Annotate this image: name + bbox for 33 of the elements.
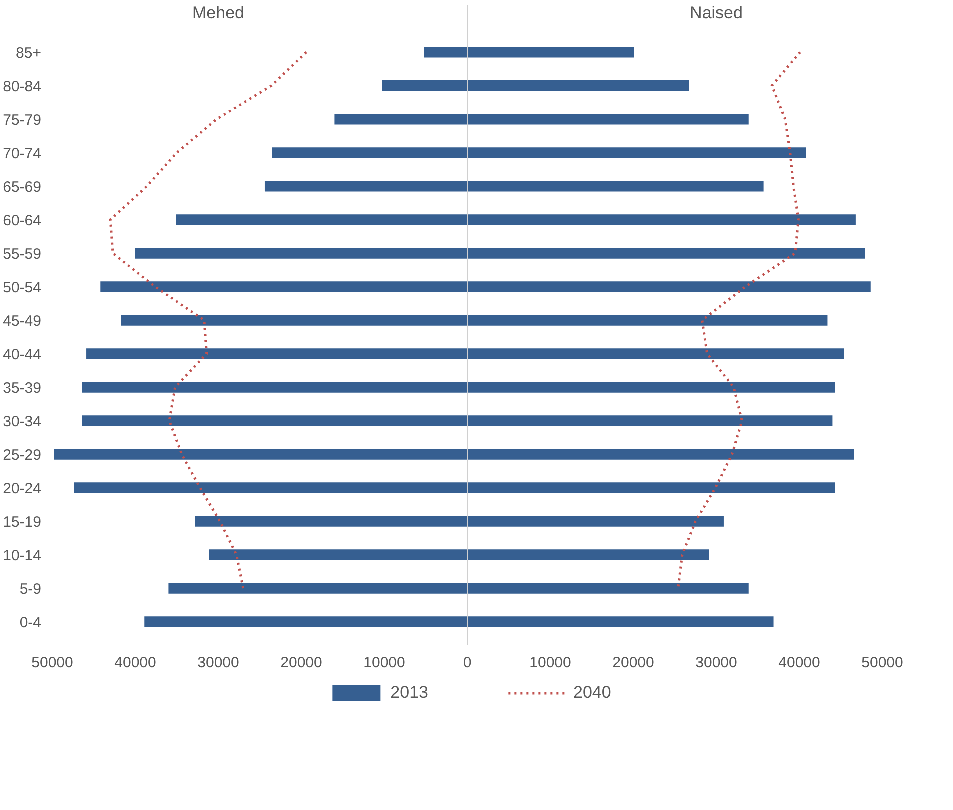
y-tick-label: 65-69 <box>3 178 42 196</box>
y-tick-label: 10-14 <box>3 548 42 565</box>
y-tick-label: 45-49 <box>3 312 42 330</box>
y-tick-label: 75-79 <box>3 112 42 129</box>
x-tick-label: 20000 <box>280 654 322 672</box>
y-tick-label: 15-19 <box>3 514 42 532</box>
legend-label: 2040 <box>574 682 612 702</box>
y-tick-label: 5-9 <box>20 581 42 598</box>
y-tick-label: 55-59 <box>3 246 42 263</box>
x-tick-label: 20000 <box>612 654 654 672</box>
y-tick-label: 25-29 <box>3 447 42 464</box>
y-tick-label: 85+ <box>16 44 42 62</box>
y-tick-label: 60-64 <box>3 212 42 230</box>
x-tick-label: 40000 <box>114 654 156 672</box>
y-tick-label: 50-54 <box>3 279 42 296</box>
x-tick-label: 50000 <box>862 654 904 672</box>
y-tick-label: 40-44 <box>3 346 42 364</box>
y-tick-label: 0-4 <box>20 614 42 632</box>
x-tick-label: 10000 <box>530 654 572 672</box>
x-tick-label: 40000 <box>778 654 820 672</box>
x-tick-label: 0 <box>463 654 472 672</box>
legend-label: 2013 <box>390 682 428 702</box>
x-tick-label: 30000 <box>198 654 240 672</box>
x-tick-label: 30000 <box>696 654 738 672</box>
y-tick-label: 30-34 <box>3 413 42 430</box>
y-tick-label: 20-24 <box>3 480 42 498</box>
y-tick-label: 70-74 <box>3 145 42 162</box>
x-tick-label: 10000 <box>364 654 406 672</box>
annotation: Naised <box>690 3 743 22</box>
y-tick-label: 80-84 <box>3 78 42 96</box>
annotation: Mehed <box>192 3 244 22</box>
y-tick-label: 35-39 <box>3 380 42 397</box>
x-tick-label: 50000 <box>32 654 74 672</box>
